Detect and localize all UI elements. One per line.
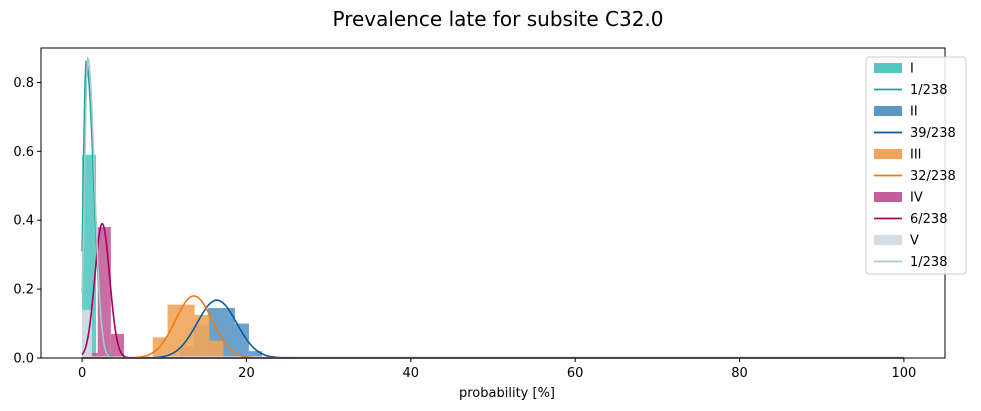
legend-swatch-i: [874, 63, 902, 73]
legend-label-iii: III: [910, 148, 922, 163]
x-tick-label: 60: [567, 366, 584, 381]
y-tick-label: 0.4: [13, 214, 34, 229]
y-tick-label: 0.2: [13, 283, 34, 298]
legend-curve-label-i: 1/238: [910, 83, 947, 98]
chart-title: Prevalence late for subsite C32.0: [332, 7, 663, 31]
legend-label-ii: II: [910, 105, 918, 120]
y-tick-label: 0.0: [13, 352, 34, 367]
curve-i: [81, 59, 904, 359]
legend-curve-label-v: 1/238: [910, 255, 947, 270]
bar-ii-4: [248, 351, 263, 358]
bar-iii-3: [209, 340, 224, 358]
legend-curve-label-iii: 32/238: [910, 169, 956, 184]
plot-curves: [81, 56, 904, 359]
legend-swatch-v: [874, 235, 902, 245]
x-tick-label: 0: [78, 366, 86, 381]
x-tick-label: 80: [731, 366, 748, 381]
legend-swatch-ii: [874, 106, 902, 116]
legend: I 1/238 II 39/238 III 32/238 IV 6/238 V 1/238: [865, 56, 967, 275]
bar-iii-2: [194, 314, 210, 358]
x-axis: 0 20 40 60 80 100: [78, 358, 916, 381]
legend-label-i: I: [910, 62, 914, 77]
bar-ii-3: [234, 323, 249, 358]
y-tick-label: 0.6: [13, 145, 34, 160]
legend-swatch-iii: [874, 149, 902, 159]
legend-label-v: V: [910, 234, 919, 249]
bar-v-1: [91, 356, 904, 358]
bar-v-0: [82, 309, 92, 358]
x-tick-label: 40: [403, 366, 420, 381]
plot-bars: [82, 154, 904, 358]
legend-label-iv: IV: [910, 191, 923, 206]
legend-swatch-iv: [874, 192, 902, 202]
bar-iii-1: [167, 304, 195, 358]
y-axis: 0.0 0.2 0.4 0.6 0.8: [13, 76, 41, 367]
y-tick-label: 0.8: [13, 76, 34, 91]
x-tick-label: 100: [891, 366, 916, 381]
legend-curve-label-ii: 39/238: [910, 126, 956, 141]
curve-v: [81, 56, 904, 359]
legend-curve-label-iv: 6/238: [910, 212, 947, 227]
x-axis-label: probability [%]: [459, 386, 555, 401]
x-tick-label: 20: [238, 366, 255, 381]
